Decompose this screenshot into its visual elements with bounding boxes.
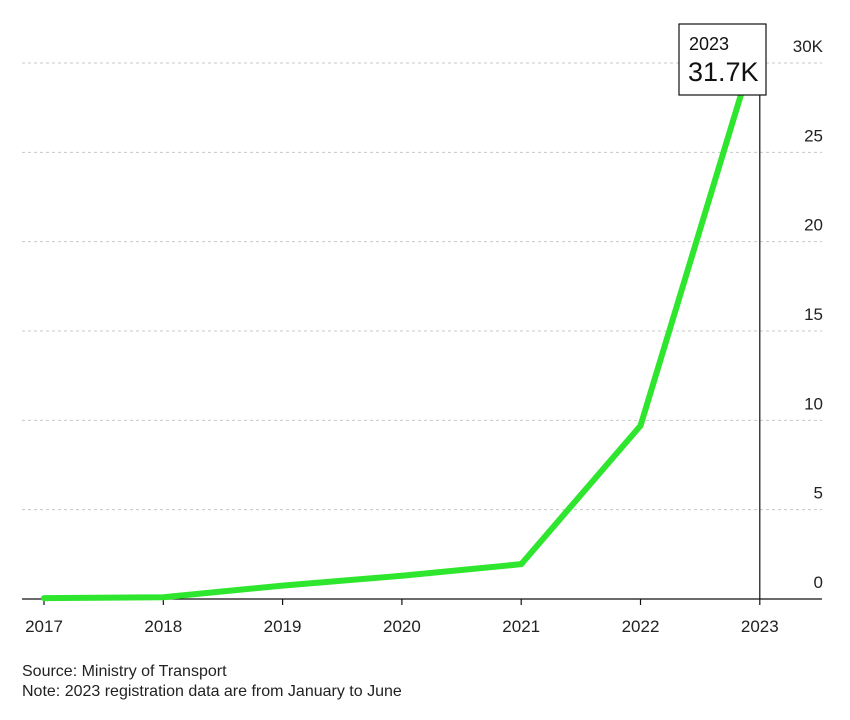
gridlines	[22, 62, 822, 600]
series-line	[41, 95, 745, 602]
callout-value: 31.7K	[688, 57, 759, 87]
x-tick-label: 2019	[264, 617, 302, 636]
y-tick-label: 0	[814, 573, 823, 592]
y-tick-label: 25	[804, 126, 823, 145]
value-callout: 2023 31.7K	[678, 23, 767, 96]
y-tick-label: 10	[804, 394, 823, 413]
y-tick-label: 5	[814, 484, 823, 503]
x-tick-label: 2018	[144, 617, 182, 636]
y-tick-label: 20	[804, 216, 823, 235]
x-tick-label: 2017	[25, 617, 63, 636]
x-axis: 2017 2018 2019 2020 2021 2022 2023	[25, 95, 779, 636]
x-tick-label: 2020	[383, 617, 421, 636]
footnote: Note: 2023 registration data are from Ja…	[22, 683, 402, 700]
callout-year: 2023	[689, 34, 729, 54]
series-layer	[41, 95, 745, 602]
x-tick-label: 2021	[502, 617, 540, 636]
callout-box	[678, 23, 767, 96]
source-note: Source: Ministry of Transport	[22, 663, 227, 680]
y-tick-label: 15	[804, 305, 823, 324]
y-tick-label: 30K	[793, 37, 824, 56]
x-tick-label: 2022	[622, 617, 660, 636]
y-axis: 0 5 10 15 20 25 30K	[793, 37, 824, 592]
x-tick-label: 2023	[741, 617, 779, 636]
